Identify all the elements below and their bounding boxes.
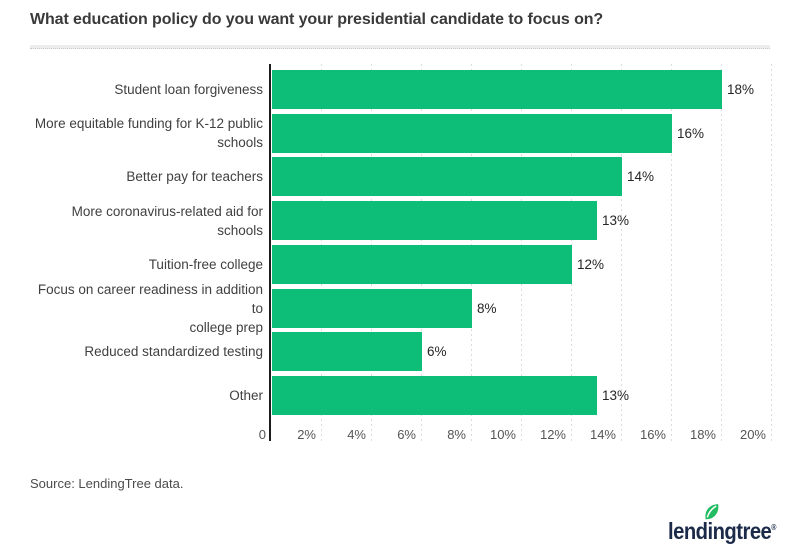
value-label: 12% bbox=[577, 256, 605, 272]
gridline bbox=[621, 64, 622, 441]
category-label: More coronavirus-related aid for schools bbox=[71, 203, 263, 238]
value-label: 16% bbox=[677, 125, 705, 141]
bar bbox=[272, 288, 472, 328]
x-axis-tick-label: 0 bbox=[258, 427, 266, 442]
x-axis-tick-label: 12% bbox=[539, 427, 566, 442]
x-axis-tick-label: 16% bbox=[639, 427, 666, 442]
bar bbox=[272, 201, 597, 241]
x-axis-tick-label: 10% bbox=[489, 427, 516, 442]
x-axis-tick-label: 4% bbox=[347, 427, 366, 442]
gridline bbox=[671, 64, 672, 441]
value-label: 18% bbox=[727, 82, 755, 97]
bar bbox=[272, 70, 722, 109]
x-axis-tick-label: 20% bbox=[739, 427, 766, 442]
bar bbox=[272, 157, 622, 197]
bar-chart: 0 2% 4% 6% 8% 10% 12% 14% 16% 18% 20% Student loan … bbox=[34, 64, 772, 442]
gridline bbox=[771, 64, 772, 441]
logo-wordmark: lendingtree® bbox=[668, 518, 777, 544]
category-label: Focus on career readiness in addition to… bbox=[37, 281, 263, 335]
source-note: Source: LendingTree data. bbox=[30, 476, 184, 491]
x-axis-tick-label: 14% bbox=[589, 427, 616, 442]
value-label: 13% bbox=[602, 387, 630, 403]
category-label: More equitable funding for K-12 public s… bbox=[34, 116, 263, 151]
category-label: Student loan forgiveness bbox=[114, 82, 263, 97]
title-divider bbox=[30, 45, 770, 49]
value-label: 8% bbox=[477, 300, 497, 316]
x-axis-tick-label: 2% bbox=[297, 427, 316, 442]
x-axis-tick-label: 8% bbox=[447, 427, 466, 442]
bar bbox=[272, 244, 572, 284]
category-label: Other bbox=[229, 387, 263, 403]
category-label: Better pay for teachers bbox=[126, 169, 263, 185]
gridline bbox=[721, 64, 722, 441]
value-label: 14% bbox=[627, 169, 655, 185]
value-label: 6% bbox=[427, 344, 447, 360]
chart-title: What education policy do you want your p… bbox=[30, 11, 604, 28]
category-label: Reduced standardized testing bbox=[84, 344, 263, 360]
bar bbox=[272, 332, 422, 372]
x-axis-tick-label: 18% bbox=[689, 427, 716, 442]
registered-mark: ® bbox=[771, 523, 777, 532]
bar bbox=[272, 375, 597, 415]
value-label: 13% bbox=[602, 213, 630, 229]
bar bbox=[272, 113, 672, 153]
y-axis-line bbox=[269, 64, 271, 441]
lendingtree-logo: lendingtree® bbox=[668, 503, 793, 548]
x-axis-tick-label: 6% bbox=[397, 427, 416, 442]
category-label: Tuition-free college bbox=[148, 256, 263, 272]
leaf-icon bbox=[704, 503, 720, 526]
